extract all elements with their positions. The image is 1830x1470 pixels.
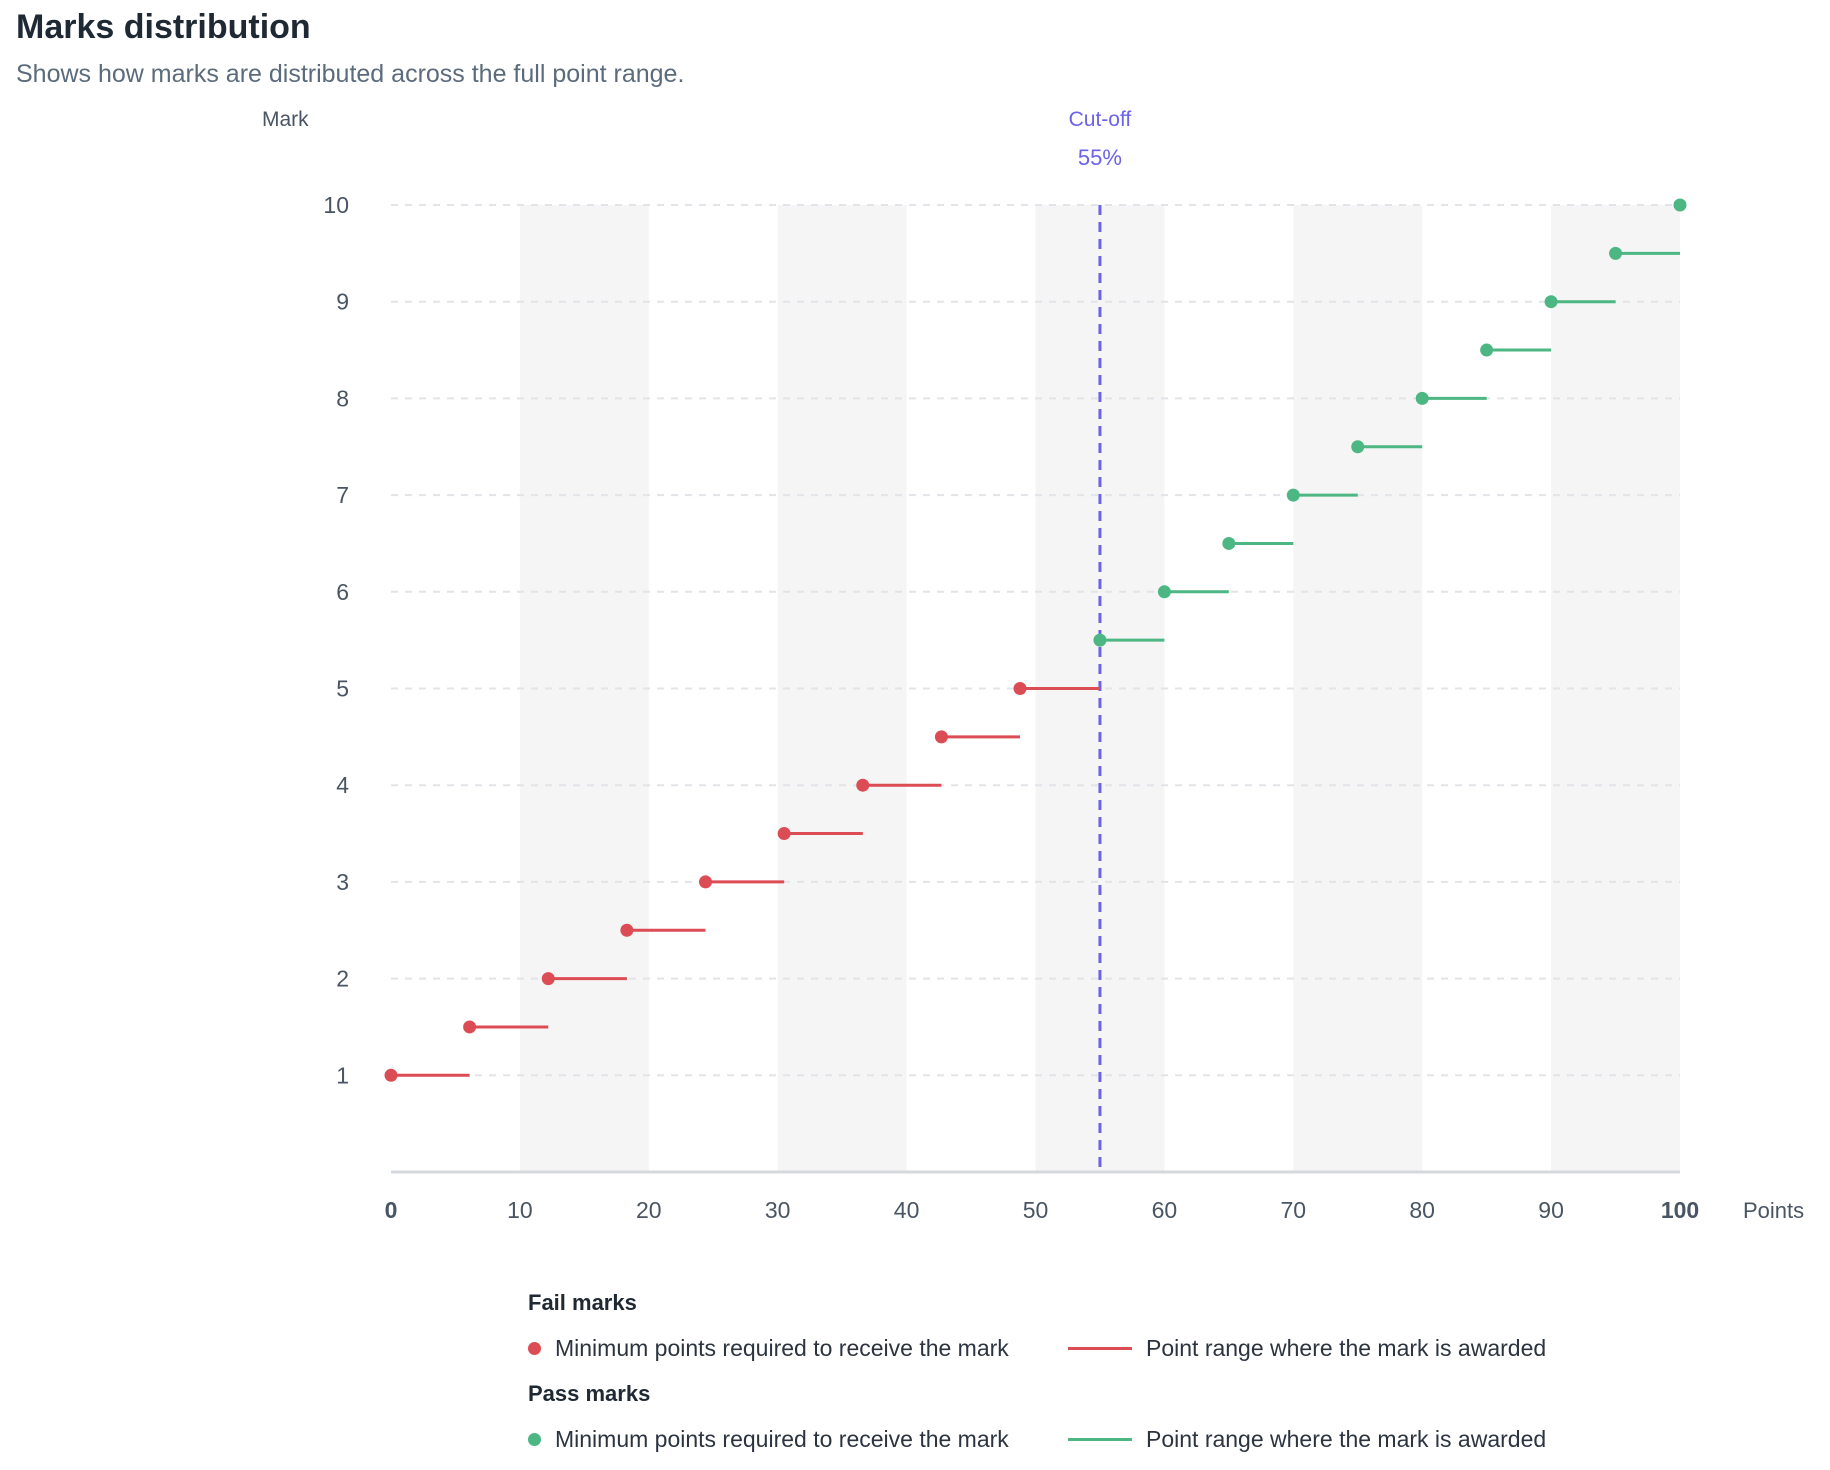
- x-tick-label: 30: [765, 1197, 791, 1223]
- y-tick-label: 6: [336, 579, 349, 605]
- legend-fail-dot-label: Minimum points required to receive the m…: [555, 1335, 1009, 1361]
- fail-min-point: [777, 827, 791, 841]
- x-tick-label: 50: [1023, 1197, 1049, 1223]
- pass-min-point: [1609, 246, 1623, 260]
- x-tick-label: 20: [636, 1197, 662, 1223]
- pass-min-point: [1093, 633, 1107, 647]
- y-tick-label: 4: [336, 772, 349, 798]
- fail-min-point: [620, 923, 634, 937]
- legend-pass-line-label: Point range where the mark is awarded: [1146, 1426, 1547, 1452]
- background-band: [519, 205, 649, 1172]
- legend-pass-dot-item: Minimum points required to receive the m…: [528, 1426, 1009, 1453]
- pass-min-point: [1673, 198, 1687, 212]
- legend-fail-title: Fail marks: [528, 1290, 637, 1315]
- x-axis-title: Points: [1743, 1198, 1804, 1223]
- pass-min-point: [1544, 295, 1558, 309]
- y-tick-label: 8: [336, 385, 349, 411]
- legend-pass-dot-label: Minimum points required to receive the m…: [555, 1426, 1009, 1452]
- pass-min-point: [1480, 343, 1494, 357]
- fail-min-point: [934, 730, 948, 744]
- fail-min-point: [384, 1068, 398, 1082]
- legend-fail-line-item: Point range where the mark is awarded: [1068, 1335, 1546, 1362]
- pass-min-point: [1286, 488, 1300, 502]
- y-tick-label: 1: [336, 1062, 349, 1088]
- pass-min-point: [1415, 391, 1429, 405]
- pass-min-point: [1351, 440, 1365, 454]
- legend-fail-line-label: Point range where the mark is awarded: [1146, 1335, 1547, 1361]
- y-tick-label: 7: [336, 482, 349, 508]
- fail-min-point: [699, 875, 713, 889]
- pass-min-point: [1157, 585, 1171, 599]
- fail-min-point: [1013, 682, 1027, 695]
- x-tick-label: 70: [1281, 1197, 1307, 1223]
- chart-title: Marks distribution: [16, 8, 311, 46]
- y-tick-label: 2: [336, 966, 349, 992]
- y-tick-label: 10: [323, 192, 349, 218]
- legend-fail-line-icon: [1068, 1347, 1132, 1350]
- x-tick-label: 100: [1661, 1197, 1699, 1223]
- y-tick-label: 9: [336, 289, 349, 315]
- legend-pass-line-icon: [1068, 1438, 1132, 1441]
- cutoff-value-label: 55%: [1078, 145, 1122, 170]
- y-tick-label: 3: [336, 869, 349, 895]
- fail-min-point: [856, 778, 870, 792]
- legend-pass-dot-icon: [528, 1433, 541, 1446]
- fail-min-point: [463, 1020, 477, 1034]
- y-tick-label: 5: [336, 676, 349, 702]
- legend-pass-line-item: Point range where the mark is awarded: [1068, 1426, 1546, 1453]
- legend-pass-title: Pass marks: [528, 1381, 651, 1406]
- pass-min-point: [1222, 536, 1236, 550]
- legend-fail-dot-icon: [528, 1342, 541, 1355]
- x-tick-label: 0: [385, 1197, 398, 1223]
- fail-min-point: [541, 972, 555, 986]
- legend-fail-dot-item: Minimum points required to receive the m…: [528, 1335, 1009, 1362]
- x-tick-label: 80: [1409, 1197, 1435, 1223]
- x-tick-label: 90: [1538, 1197, 1564, 1223]
- cutoff-label: Cut-off: [1069, 108, 1132, 131]
- x-tick-label: 60: [1152, 1197, 1178, 1223]
- x-tick-label: 10: [507, 1197, 533, 1223]
- y-axis-title: Mark: [262, 108, 309, 131]
- chart-subtitle: Shows how marks are distributed across t…: [16, 60, 685, 88]
- x-tick-label: 40: [894, 1197, 920, 1223]
